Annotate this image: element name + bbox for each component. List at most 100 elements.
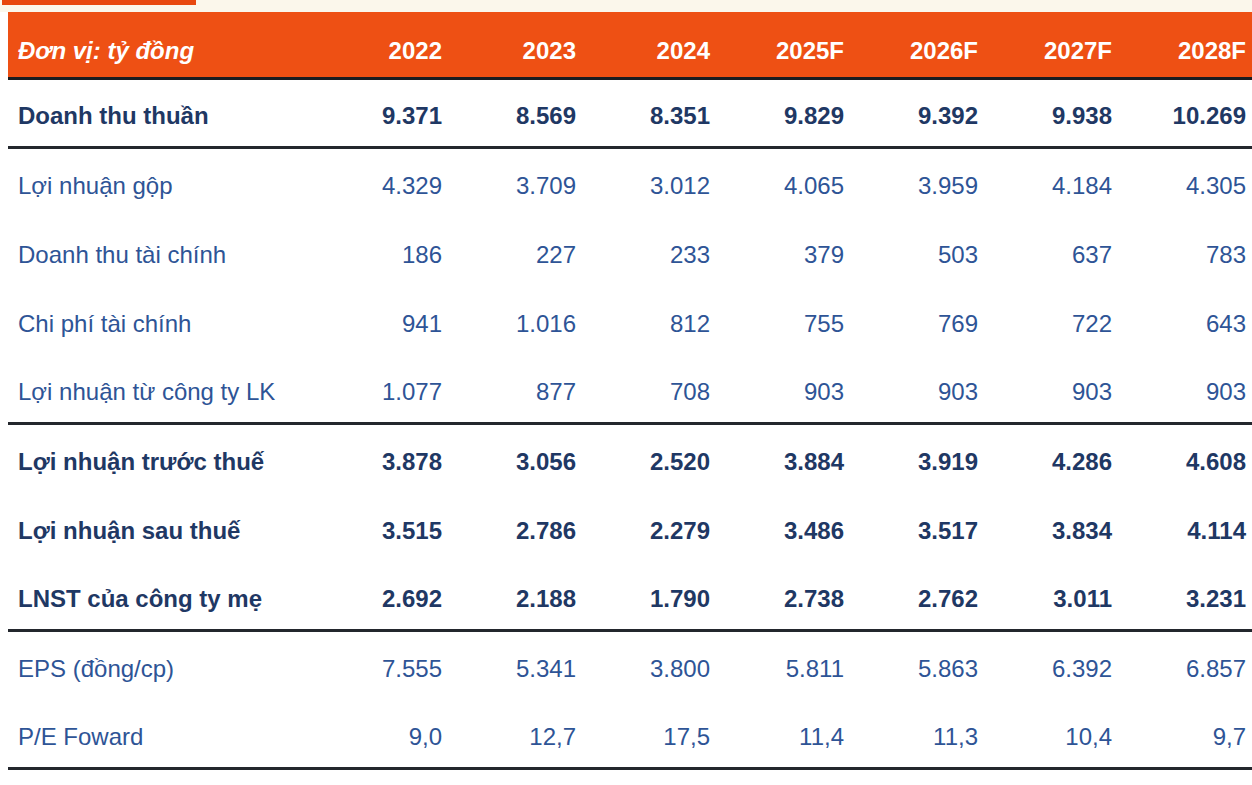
table-header-row: Đơn vị: tỷ đồng 2022 2023 2024 2025F 202…	[8, 12, 1252, 78]
cell-value: 5.863	[850, 630, 984, 699]
cell-value: 769	[850, 285, 984, 354]
financial-summary-table: Đơn vị: tỷ đồng 2022 2023 2024 2025F 202…	[8, 12, 1252, 770]
cell-value: 3.709	[448, 147, 582, 216]
cell-value: 12,7	[448, 699, 582, 768]
row-label: EPS (đồng/cp)	[8, 630, 314, 699]
row-label: Doanh thu tài chính	[8, 216, 314, 285]
cell-value: 8.351	[582, 78, 716, 147]
cell-value: 6.392	[984, 630, 1118, 699]
cell-value: 3.517	[850, 492, 984, 561]
table-row-gross-profit: Lợi nhuận gộp 4.329 3.709 3.012 4.065 3.…	[8, 147, 1252, 216]
cell-value: 877	[448, 354, 582, 423]
cell-value: 1.077	[314, 354, 448, 423]
table-row-pe-forward: P/E Foward 9,0 12,7 17,5 11,4 11,3 10,4 …	[8, 699, 1252, 768]
cell-value: 9.371	[314, 78, 448, 147]
table-row-parent-npat: LNST của công ty mẹ 2.692 2.188 1.790 2.…	[8, 561, 1252, 630]
cell-value: 2.786	[448, 492, 582, 561]
col-header-2023: 2023	[448, 12, 582, 78]
cell-value: 503	[850, 216, 984, 285]
cell-value: 4.305	[1118, 147, 1252, 216]
cell-value: 4.184	[984, 147, 1118, 216]
cell-value: 903	[850, 354, 984, 423]
cell-value: 3.486	[716, 492, 850, 561]
cell-value: 812	[582, 285, 716, 354]
cell-value: 637	[984, 216, 1118, 285]
cell-value: 903	[716, 354, 850, 423]
cell-value: 3.231	[1118, 561, 1252, 630]
col-header-2027f: 2027F	[984, 12, 1118, 78]
cell-value: 8.569	[448, 78, 582, 147]
cell-value: 708	[582, 354, 716, 423]
cell-value: 2.188	[448, 561, 582, 630]
cell-value: 9,0	[314, 699, 448, 768]
cell-value: 3.011	[984, 561, 1118, 630]
cell-value: 3.878	[314, 423, 448, 492]
cell-value: 755	[716, 285, 850, 354]
table-row-financial-expense: Chi phí tài chính 941 1.016 812 755 769 …	[8, 285, 1252, 354]
cell-value: 783	[1118, 216, 1252, 285]
cell-value: 2.520	[582, 423, 716, 492]
row-label: Lợi nhuận từ công ty LK	[8, 354, 314, 423]
cell-value: 3.884	[716, 423, 850, 492]
col-header-2024: 2024	[582, 12, 716, 78]
row-label: Lợi nhuận sau thuế	[8, 492, 314, 561]
cell-value: 9,7	[1118, 699, 1252, 768]
cell-value: 233	[582, 216, 716, 285]
cell-value: 9.829	[716, 78, 850, 147]
cell-value: 227	[448, 216, 582, 285]
col-header-2025f: 2025F	[716, 12, 850, 78]
cell-value: 3.800	[582, 630, 716, 699]
cell-value: 186	[314, 216, 448, 285]
cell-value: 4.065	[716, 147, 850, 216]
row-label: LNST của công ty mẹ	[8, 561, 314, 630]
cell-value: 9.392	[850, 78, 984, 147]
cell-value: 941	[314, 285, 448, 354]
row-label: P/E Foward	[8, 699, 314, 768]
cell-value: 7.555	[314, 630, 448, 699]
cell-value: 6.857	[1118, 630, 1252, 699]
table-row-net-revenue: Doanh thu thuần 9.371 8.569 8.351 9.829 …	[8, 78, 1252, 147]
cell-value: 643	[1118, 285, 1252, 354]
cell-value: 5.341	[448, 630, 582, 699]
cell-value: 2.738	[716, 561, 850, 630]
cell-value: 1.790	[582, 561, 716, 630]
cell-value: 722	[984, 285, 1118, 354]
row-label: Lợi nhuận gộp	[8, 147, 314, 216]
cell-value: 379	[716, 216, 850, 285]
cell-value: 11,4	[716, 699, 850, 768]
row-label: Lợi nhuận trước thuế	[8, 423, 314, 492]
table-row-eps: EPS (đồng/cp) 7.555 5.341 3.800 5.811 5.…	[8, 630, 1252, 699]
cell-value: 903	[984, 354, 1118, 423]
row-label: Doanh thu thuần	[8, 78, 314, 147]
unit-label: Đơn vị: tỷ đồng	[8, 12, 314, 78]
cell-value: 4.329	[314, 147, 448, 216]
cell-value: 4.114	[1118, 492, 1252, 561]
cell-value: 11,3	[850, 699, 984, 768]
cell-value: 3.056	[448, 423, 582, 492]
top-edge-strip	[0, 0, 1252, 12]
cell-value: 903	[1118, 354, 1252, 423]
table-row-profit-after-tax: Lợi nhuận sau thuế 3.515 2.786 2.279 3.4…	[8, 492, 1252, 561]
cell-value: 3.959	[850, 147, 984, 216]
cell-value: 3.515	[314, 492, 448, 561]
cell-value: 2.692	[314, 561, 448, 630]
cell-value: 2.762	[850, 561, 984, 630]
cell-value: 10.269	[1118, 78, 1252, 147]
col-header-2022: 2022	[314, 12, 448, 78]
cell-value: 1.016	[448, 285, 582, 354]
cell-value: 4.286	[984, 423, 1118, 492]
cropped-element-edge	[2, 0, 196, 5]
cell-value: 17,5	[582, 699, 716, 768]
cell-value: 3.834	[984, 492, 1118, 561]
cell-value: 3.012	[582, 147, 716, 216]
cell-value: 4.608	[1118, 423, 1252, 492]
table-row-associate-profit: Lợi nhuận từ công ty LK 1.077 877 708 90…	[8, 354, 1252, 423]
row-label: Chi phí tài chính	[8, 285, 314, 354]
col-header-2028f: 2028F	[1118, 12, 1252, 78]
cell-value: 9.938	[984, 78, 1118, 147]
col-header-2026f: 2026F	[850, 12, 984, 78]
cell-value: 2.279	[582, 492, 716, 561]
cell-value: 5.811	[716, 630, 850, 699]
table-row-profit-before-tax: Lợi nhuận trước thuế 3.878 3.056 2.520 3…	[8, 423, 1252, 492]
page-background: Đơn vị: tỷ đồng 2022 2023 2024 2025F 202…	[0, 0, 1252, 785]
